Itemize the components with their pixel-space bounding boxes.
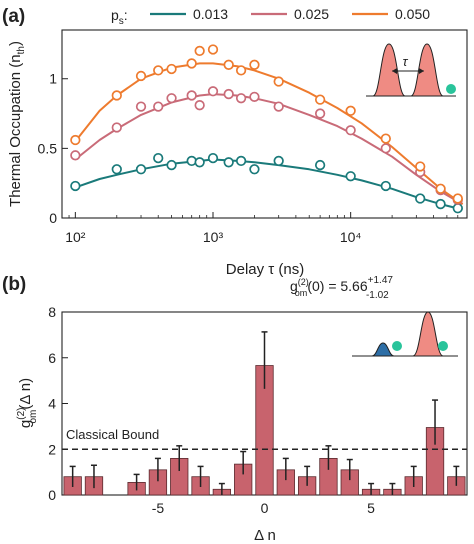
data-point-0.050 <box>166 63 177 75</box>
y-tick-label-b: 0 <box>48 487 56 503</box>
legend-label-2: 0.025 <box>294 6 329 22</box>
x-tick-label-a: 10² <box>65 229 86 245</box>
data-point-0.050 <box>249 59 260 70</box>
data-point-0.025 <box>207 86 219 97</box>
data-point-0.013 <box>166 159 177 171</box>
x-tick-label-b: -5 <box>152 500 165 516</box>
phonon-dot-2 <box>438 341 448 351</box>
fit-curve-0.025 <box>74 93 464 205</box>
classical-bound-label: Classical Bound <box>66 427 159 442</box>
data-point-0.025 <box>135 101 147 112</box>
data-point-0.050 <box>194 45 205 57</box>
data-point-0.050 <box>435 183 446 194</box>
tau-label: τ <box>403 54 409 69</box>
data-point-0.025 <box>153 101 164 112</box>
large-pulse-shape <box>412 311 444 357</box>
data-point-0.013 <box>314 159 326 171</box>
legend-label-1: 0.013 <box>193 6 228 22</box>
data-point-0.013 <box>111 164 122 175</box>
phonon-dot-1 <box>392 341 402 351</box>
y-axis-label-a: Thermal Occupation (nth) <box>7 41 27 207</box>
g2-annotation: g(2) om(0) = 5.66+1.47 -1.02 <box>290 275 393 301</box>
x-tick-label-a: 10⁴ <box>340 229 362 245</box>
phonon-dot <box>446 84 456 94</box>
data-point-0.013 <box>235 155 247 167</box>
ticks-a: 10² 10³ 10⁴ 0 0.5 1 <box>38 71 468 245</box>
data-point-0.050 <box>207 44 219 55</box>
fit-curve-0.050 <box>74 62 464 205</box>
data-point-0.050 <box>314 94 326 105</box>
small-pulse-shape <box>371 342 395 357</box>
data-point-0.050 <box>273 76 284 87</box>
data-point-0.025 <box>70 150 81 161</box>
y-tick-label-b: 2 <box>48 441 56 457</box>
panel-b-label: (b) <box>2 274 26 295</box>
data-point-0.050 <box>186 58 197 69</box>
data-point-0.025 <box>273 101 284 112</box>
x-axis-label-b: Δ n <box>254 527 276 544</box>
bars <box>63 331 466 496</box>
data-point-0.013 <box>194 157 205 168</box>
pulse-shape-left <box>372 43 406 97</box>
data-point-0.050 <box>70 134 81 146</box>
x-tick-label-a: 10³ <box>203 229 224 245</box>
data-point-0.050 <box>235 65 247 76</box>
data-point-0.013 <box>415 193 426 204</box>
data-point-0.013 <box>380 180 391 192</box>
y-tick-label-a: 0 <box>49 210 57 226</box>
data-point-0.025 <box>314 108 326 119</box>
data-point-0.050 <box>415 161 426 172</box>
data-point-0.013 <box>435 198 446 210</box>
data-point-0.050 <box>135 70 147 82</box>
legend-a: ps: 0.013 0.025 0.050 <box>111 6 430 27</box>
data-point-0.025 <box>235 93 247 104</box>
data-point-0.013 <box>70 180 81 192</box>
data-point-0.013 <box>186 155 197 167</box>
pulse-shape-right <box>410 43 444 97</box>
data-point-0.013 <box>207 152 219 164</box>
inset-pulse-diagram: τ <box>366 43 456 97</box>
data-point-0.050 <box>452 193 463 204</box>
data-point-0.025 <box>380 143 391 154</box>
data-point-0.050 <box>380 133 391 144</box>
x-axis-label-a: Delay τ (ns) <box>226 261 304 278</box>
data-point-0.025 <box>223 88 234 100</box>
y-tick-label-b: 4 <box>48 396 56 412</box>
data-point-0.050 <box>223 59 234 70</box>
ticks-b: -5 0 5 0 2 4 6 8 <box>48 304 375 516</box>
data-point-0.013 <box>135 164 147 175</box>
data-point-0.025 <box>186 90 197 101</box>
legend-label-3: 0.050 <box>395 6 430 22</box>
fit-curve-0.013 <box>74 158 463 211</box>
data-point-0.025 <box>345 125 356 136</box>
data-point-0.013 <box>452 203 463 214</box>
data-point-0.013 <box>223 157 234 168</box>
axes-frame-a <box>61 29 468 219</box>
legend-title: ps: <box>111 7 128 27</box>
inset-b-pulse-diagram <box>352 311 458 357</box>
panel-a-label: (a) <box>2 6 25 27</box>
data-point-0.013 <box>273 155 284 167</box>
data-point-0.013 <box>249 164 260 175</box>
fit-curves <box>74 62 464 211</box>
data-point-0.013 <box>345 171 356 182</box>
data-point-0.025 <box>194 100 205 111</box>
data-point-0.025 <box>249 91 260 102</box>
y-tick-label-a: 0.5 <box>38 140 58 156</box>
data-point-0.050 <box>345 105 356 116</box>
data-point-0.025 <box>166 93 177 104</box>
y-axis-label-b: g(2)om(Δ n) <box>16 378 39 428</box>
y-tick-label-a: 1 <box>49 71 57 87</box>
y-tick-label-b: 8 <box>48 304 56 320</box>
x-tick-label-b: 0 <box>261 500 269 516</box>
data-point-0.050 <box>153 65 164 76</box>
data-point-0.025 <box>111 122 122 133</box>
data-point-0.013 <box>153 152 164 164</box>
y-tick-label-b: 6 <box>48 350 56 366</box>
data-points <box>70 44 463 214</box>
data-point-0.050 <box>111 90 122 101</box>
x-tick-label-b: 5 <box>367 500 375 516</box>
